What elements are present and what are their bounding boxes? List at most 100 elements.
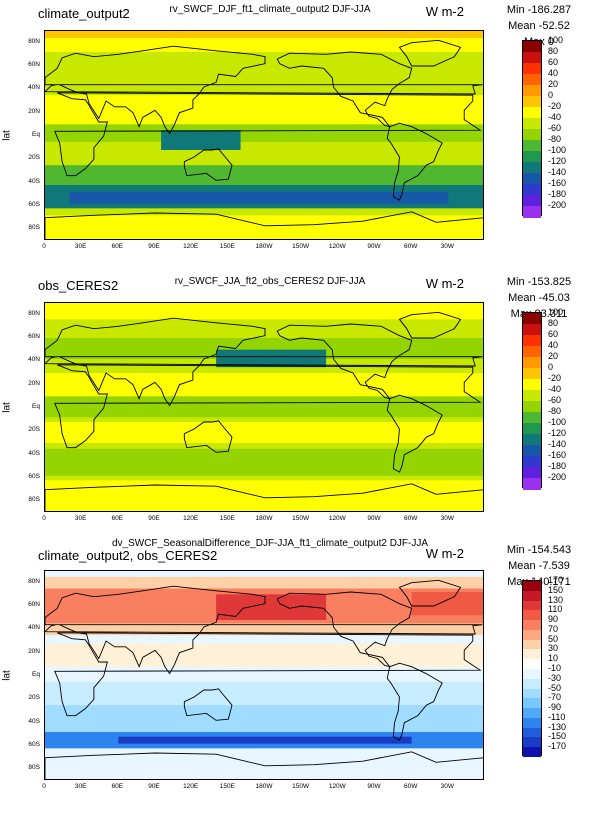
colorbar-label: -100: [548, 145, 567, 155]
colorbar-label: 20: [548, 351, 559, 361]
clim-south-band: [45, 165, 483, 185]
lon-tick-label: 180W: [255, 515, 273, 522]
coastline-greenland: [398, 311, 462, 339]
lon-tick-label: 150E: [219, 515, 235, 522]
lon-tick-label: 0: [42, 243, 46, 250]
clim-arctic-orange: [45, 31, 483, 38]
clim-subtropics-north: [45, 95, 483, 125]
lon-tick-label: 60E: [111, 783, 124, 790]
colorbar-box: [523, 478, 541, 490]
colorbar-label: 70: [548, 623, 559, 634]
coastline-south-america: [386, 122, 443, 201]
diff-south-band-mid: [45, 705, 483, 735]
colorbar-label: -180: [548, 461, 567, 471]
diff-north-pacific-max: [216, 594, 327, 620]
lon-tick-label: 150W: [292, 783, 310, 790]
panel-center-title: dv_SWCF_SeasonalDifference_DJF-JJA_ft1_c…: [111, 538, 429, 549]
colorbar-label: -100: [548, 417, 567, 427]
stat-mean: Mean -52.52: [508, 20, 570, 32]
coastline-south-america: [386, 394, 443, 473]
panel-units: W m-2: [425, 4, 464, 19]
colorbar-box: [523, 456, 541, 468]
obs-arctic: [45, 303, 483, 320]
colorbar-box: [523, 195, 541, 207]
colorbar-label: -200: [548, 472, 567, 482]
lon-tick-label: 30W: [440, 515, 455, 522]
colorbar-label: -170: [548, 741, 567, 752]
lat-tick-label: 60N: [28, 601, 40, 608]
stat-min: Min -154.543: [506, 544, 572, 556]
colorbar-label: 10: [548, 653, 559, 664]
colorbar-box: [523, 629, 541, 641]
colorbar-label: -40: [548, 112, 562, 122]
obs-north-mid: [45, 338, 483, 359]
colorbar-box: [523, 129, 541, 141]
lat-tick-label: 20S: [28, 694, 40, 702]
stat-min: Min -186.287: [506, 4, 572, 16]
colorbar-box: [523, 368, 541, 380]
map-field: [45, 571, 483, 779]
colorbar-box: [523, 467, 541, 479]
lon-tick-label: 120E: [183, 243, 199, 250]
obs-north-pacific-core: [216, 349, 327, 368]
colorbar-label: -80: [548, 134, 562, 144]
colorbar-label: -70: [548, 692, 562, 703]
colorbar-box: [523, 85, 541, 97]
colorbar-label: -150: [548, 731, 567, 742]
diff-north-atlantic-max: [411, 592, 483, 616]
colorbar-box: [523, 737, 541, 748]
lat-tick-label: Eq: [32, 403, 40, 410]
colorbar-box: [523, 173, 541, 185]
lat-tick-label: 60N: [28, 61, 40, 68]
coastline-africa: [54, 632, 482, 717]
lon-tick-label: 60E: [111, 243, 124, 250]
colorbar-label: 0: [548, 362, 554, 372]
colorbar-label: 0: [548, 90, 554, 100]
panel-center-title: rv_SWCF_DJF_ft1_climate_output2 DJF-JJA: [169, 4, 371, 15]
lat-tick-label: 60S: [28, 201, 40, 208]
obs-antarctic: [45, 480, 483, 511]
map-plot: [44, 30, 484, 240]
colorbar-box: [523, 151, 541, 163]
coastline-africa: [54, 364, 482, 449]
clim-maritime-continent: [161, 130, 241, 150]
colorbar-box: [523, 313, 541, 325]
colorbar-box: [523, 581, 541, 592]
colorbar-box: [523, 590, 541, 602]
clim-southern-ocean-core: [69, 192, 449, 204]
lon-tick-label: 90W: [367, 243, 381, 250]
colorbar-label: 60: [548, 329, 559, 339]
panel-units: W m-2: [425, 546, 464, 561]
colorbar-label: 110: [548, 604, 563, 615]
lat-tick-label: 80S: [28, 496, 40, 504]
lon-tick-label: 60W: [403, 515, 418, 522]
coastline-eurasia: [45, 45, 483, 135]
colorbar-label: -130: [548, 721, 567, 732]
lon-tick-label: 30E: [74, 783, 87, 790]
colorbar-label: 40: [548, 68, 559, 78]
obs-south-subtropics: [45, 422, 483, 443]
lat-tick-label: Eq: [32, 131, 40, 138]
lon-tick-label: 30E: [74, 243, 87, 250]
map-field: [45, 303, 483, 511]
lat-tick-label: 80N: [28, 577, 40, 585]
colorbar-label: -60: [548, 395, 562, 405]
colorbar-label: -140: [548, 439, 567, 449]
lat-tick-label: 60S: [28, 473, 40, 480]
colorbar: [522, 312, 542, 490]
coastline-africa: [54, 92, 482, 177]
colorbar-box: [523, 335, 541, 347]
stat-min: Min -153.825: [506, 276, 572, 288]
colorbar-label: -140: [548, 167, 567, 177]
coastline-eurasia: [45, 585, 483, 675]
obs-subtropics: [45, 373, 483, 397]
lon-tick-label: 150W: [292, 243, 310, 250]
colorbar-box: [523, 390, 541, 402]
colorbar-box: [523, 747, 541, 758]
colorbar-box: [523, 401, 541, 413]
lat-tick-label: 40S: [28, 717, 40, 725]
panel-name: obs_CERES2: [38, 278, 119, 293]
lon-tick-label: 180W: [255, 783, 273, 790]
panel-name: climate_output2, obs_CERES2: [38, 548, 218, 563]
colorbar-box: [523, 678, 541, 690]
